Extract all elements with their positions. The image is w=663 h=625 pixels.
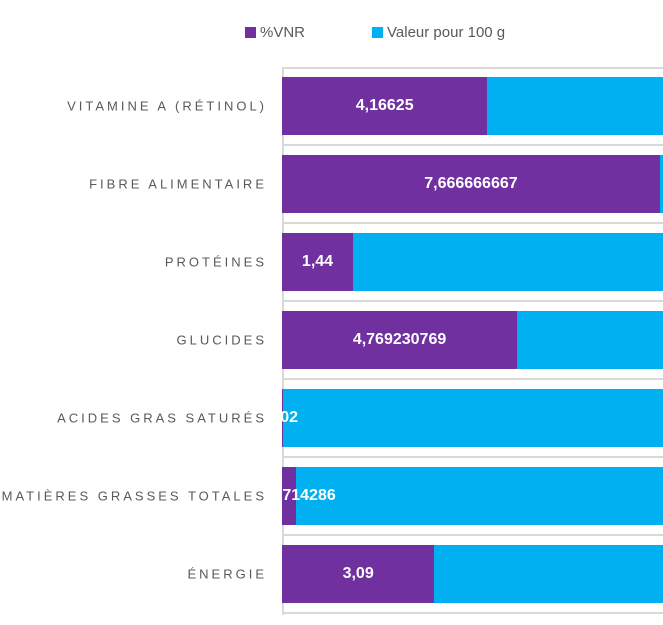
category-separator — [282, 378, 663, 380]
category-label: ÉNERGIE — [187, 566, 267, 582]
category-separator — [282, 144, 663, 146]
legend-item-vnr: %VNR — [245, 24, 305, 41]
legend-swatch — [372, 27, 383, 38]
bar-vnr — [282, 155, 660, 213]
category-label: FIBRE ALIMENTAIRE — [89, 176, 267, 192]
category-separator — [282, 67, 663, 69]
legend-item-valeur: Valeur pour 100 g — [372, 24, 505, 41]
bar-valeur-pour-100g — [487, 77, 663, 135]
bar-vnr — [282, 545, 435, 603]
bar-vnr — [282, 389, 283, 447]
category-separator — [282, 534, 663, 536]
bar-vnr — [282, 467, 297, 525]
bar-valeur-pour-100g — [434, 545, 663, 603]
data-label: 0,02 — [282, 409, 299, 426]
category-separator — [282, 456, 663, 458]
data-label: 1,44 — [301, 253, 334, 270]
category-label: PROTÉINES — [164, 254, 267, 270]
category-separator — [282, 612, 663, 614]
bar-vnr — [282, 77, 488, 135]
data-label: 4,16625 — [355, 97, 414, 114]
bar-vnr — [282, 233, 353, 291]
data-label: 4,769230769 — [352, 331, 447, 348]
category-label: MATIÈRES GRASSES TOTALES — [1, 488, 267, 504]
bar-vnr — [282, 311, 518, 369]
bar-valeur-pour-100g — [659, 155, 663, 213]
bar-valeur-pour-100g — [352, 233, 663, 291]
bar-valeur-pour-100g — [517, 311, 663, 369]
legend: %VNR Valeur pour 100 g — [0, 24, 663, 44]
category-label: GLUCIDES — [176, 332, 267, 348]
legend-label: %VNR — [260, 24, 306, 41]
bar-valeur-pour-100g — [296, 467, 663, 525]
legend-swatch — [245, 27, 256, 38]
category-label: VITAMINE A (RÉTINOL) — [67, 98, 267, 114]
bar-valeur-pour-100g — [282, 389, 663, 447]
category-separator — [282, 300, 663, 302]
data-label: 7,666666667 — [424, 175, 518, 192]
category-separator — [282, 222, 663, 224]
plot-area: 4,16625 7,666666667 1,44 4,769230769 0,02 0,2… — [282, 67, 663, 615]
data-label: 0,285714286 — [282, 487, 336, 504]
legend-label: Valeur pour 100 g — [387, 24, 506, 41]
category-label: ACIDES GRAS SATURÉS — [57, 410, 267, 426]
data-label: 3,09 — [342, 565, 374, 582]
